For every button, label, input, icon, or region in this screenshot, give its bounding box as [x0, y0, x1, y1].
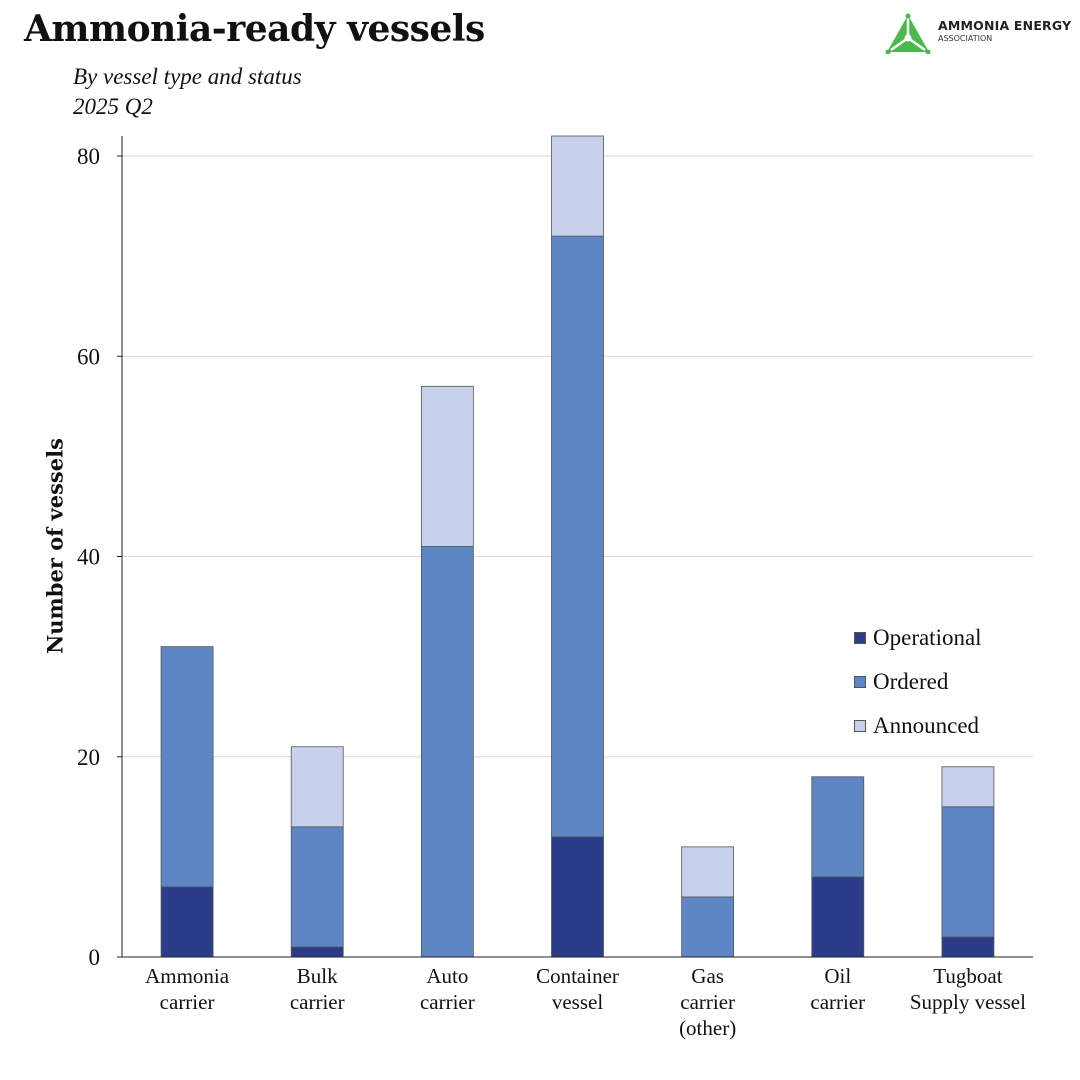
- bar-ordered-6: [941, 806, 995, 938]
- bar-operational-0: [160, 886, 214, 958]
- x-tick-label-line: Bulk: [297, 964, 338, 988]
- chart-title: Ammonia-ready vessels: [24, 8, 485, 50]
- bar-announced-6: [941, 766, 995, 808]
- x-tick-label-4: Gas carrier (other): [679, 964, 736, 1040]
- legend: Operational Ordered Announced: [854, 616, 982, 748]
- legend-item-ordered: Ordered: [854, 660, 982, 704]
- bar-announced-1: [290, 746, 344, 828]
- y-tick-label-60: 60: [77, 344, 100, 369]
- legend-swatch-ordered: [854, 676, 866, 688]
- x-tick-label-line: Ammonia: [145, 964, 230, 988]
- y-tick-label-40: 40: [77, 545, 100, 570]
- x-tick-label-line: carrier: [810, 990, 865, 1014]
- x-tick-label-2: Auto carrier: [420, 964, 475, 1014]
- bar-ordered-3: [551, 235, 604, 838]
- y-tick-label-0: 0: [89, 945, 101, 970]
- legend-label-ordered: Ordered: [873, 669, 949, 694]
- x-tick-label-line: carrier: [420, 990, 475, 1014]
- legend-label-announced: Announced: [873, 713, 980, 738]
- x-tick-label-line: Auto: [426, 964, 468, 988]
- ammonia-energy-logo: AMMONIA ENERGY ASSOCIATION: [884, 12, 1074, 56]
- bar-operational-3: [551, 836, 604, 958]
- bar-ordered-5: [811, 776, 865, 878]
- bar-announced-4: [681, 846, 735, 898]
- x-tick-label-6: Tugboat Supply vessel: [910, 964, 1026, 1014]
- x-tick-label-line: Tugboat: [933, 964, 1002, 988]
- x-tick-label-0: Ammonia carrier: [145, 964, 230, 1014]
- bar-operational-6: [941, 936, 995, 958]
- x-tick-label-line: carrier: [680, 990, 735, 1014]
- legend-label-operational: Operational: [873, 625, 982, 650]
- x-tick-label-3: Container vessel: [536, 964, 619, 1014]
- legend-item-announced: Announced: [854, 704, 982, 748]
- bar-announced-2: [420, 385, 474, 547]
- bar-ordered-1: [290, 826, 344, 948]
- x-tick-label-line: Oil: [824, 964, 851, 988]
- x-tick-label-line: Supply vessel: [910, 990, 1026, 1014]
- bar-operational-1: [290, 946, 344, 958]
- chart-subtitle: By vessel type and status: [73, 64, 302, 89]
- bar-announced-3: [551, 135, 604, 237]
- x-tick-label-line: Container: [536, 964, 619, 988]
- y-tick-label-80: 80: [77, 144, 100, 169]
- x-tick-label-line: carrier: [290, 990, 345, 1014]
- x-tick-label-line: vessel: [552, 990, 603, 1014]
- y-tick-label-20: 20: [77, 745, 100, 770]
- x-tick-label-line: (other): [679, 1016, 736, 1040]
- bar-ordered-0: [160, 646, 214, 888]
- x-tick-label-line: Gas: [691, 964, 724, 988]
- legend-swatch-announced: [854, 720, 866, 732]
- bar-ordered-2: [420, 546, 474, 958]
- x-tick-label-1: Bulk carrier: [290, 964, 345, 1014]
- legend-swatch-operational: [854, 632, 866, 644]
- logo-triangle-icon: [885, 13, 931, 55]
- bar-operational-5: [811, 876, 865, 958]
- x-tick-label-5: Oil carrier: [810, 964, 865, 1014]
- bar-ordered-4: [681, 896, 735, 958]
- chart-period: 2025 Q2: [73, 94, 153, 119]
- logo-name: AMMONIA ENERGY: [938, 18, 1072, 33]
- logo-subtext: ASSOCIATION: [938, 34, 993, 43]
- legend-item-operational: Operational: [854, 616, 982, 660]
- x-tick-label-line: carrier: [160, 990, 215, 1014]
